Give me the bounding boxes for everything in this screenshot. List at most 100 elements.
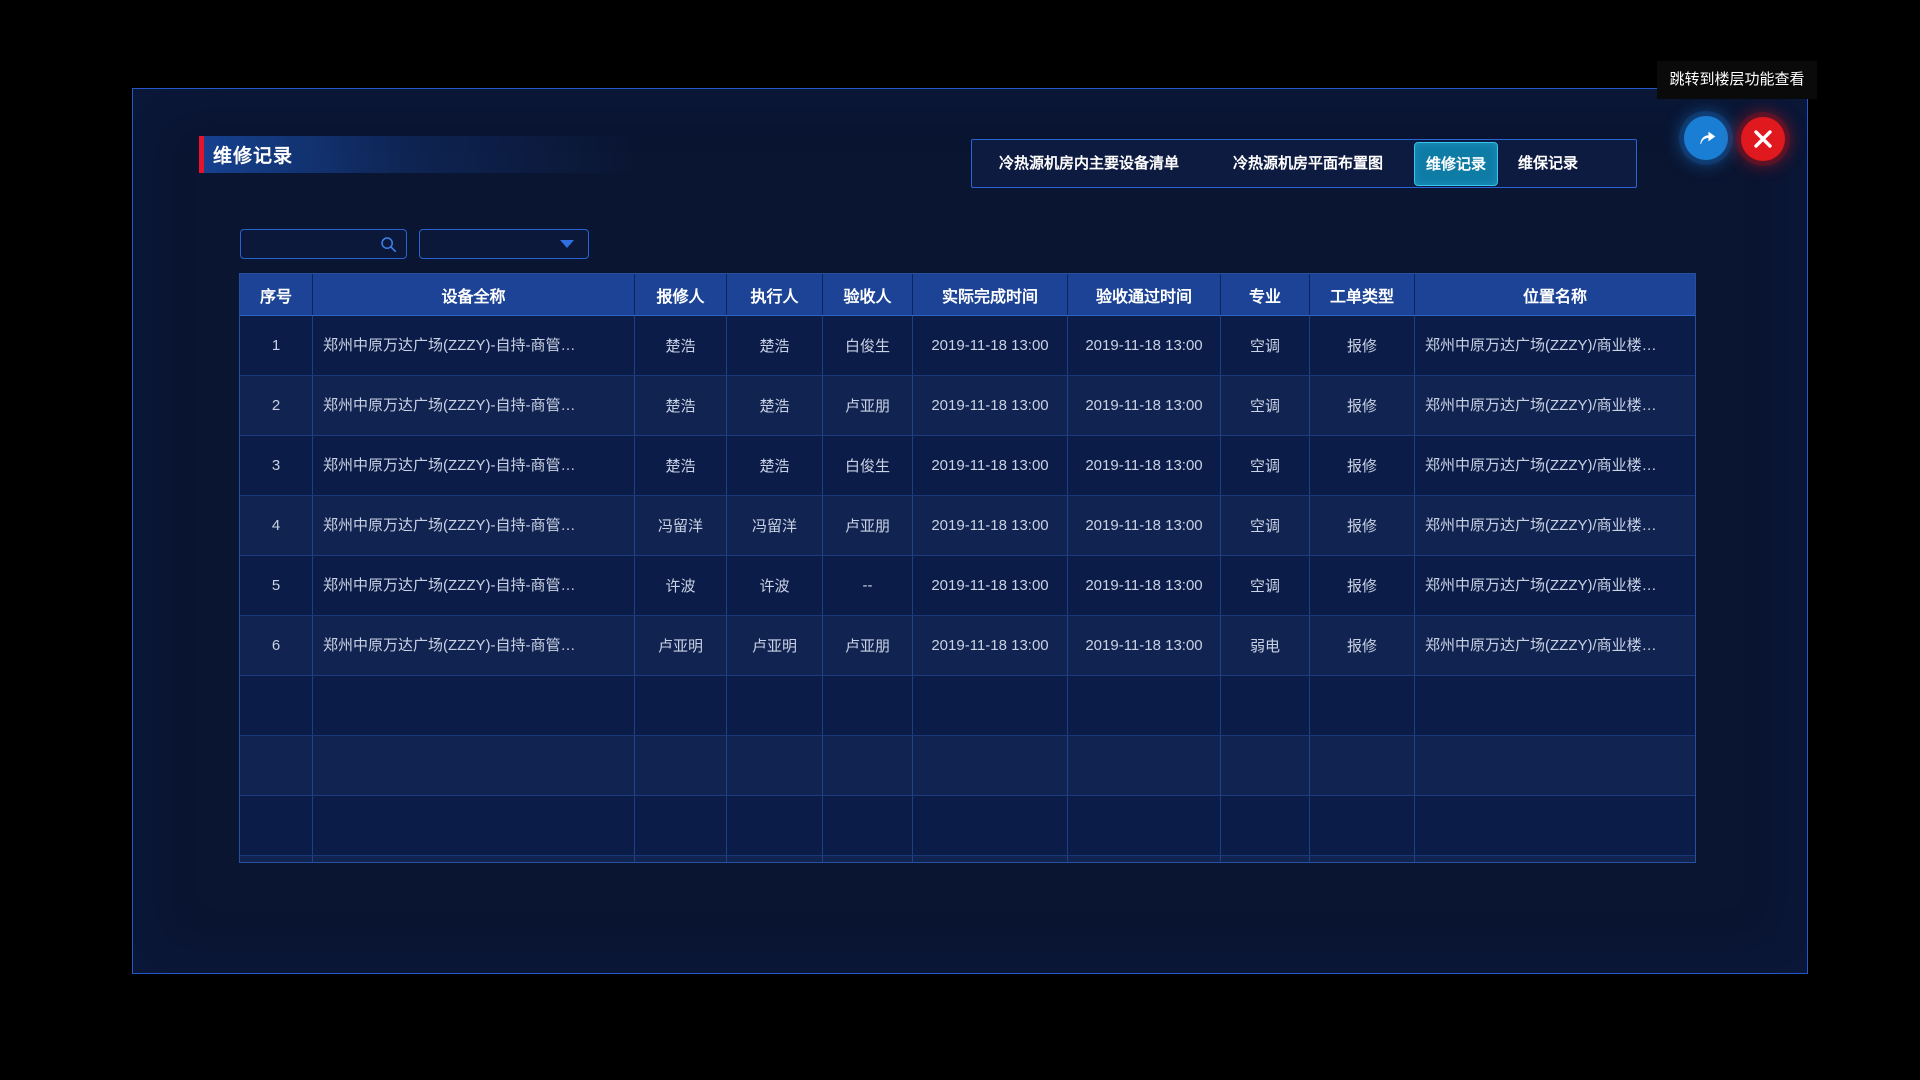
table-cell (1415, 796, 1695, 855)
maintenance-records-panel: 维修记录 冷热源机房内主要设备清单 冷热源机房平面布置图 维修记录 维保记录 (132, 88, 1808, 974)
table-cell (240, 856, 313, 862)
search-box (240, 229, 407, 259)
table-cell: 3 (240, 436, 313, 495)
table-cell (823, 856, 913, 862)
table-cell (1415, 736, 1695, 795)
tab-floor-plan[interactable]: 冷热源机房平面布置图 (1233, 154, 1384, 172)
empty-table-row (240, 676, 1695, 736)
table-row[interactable]: 3 郑州中原万达广场(ZZZY)-自持-商管… 楚浩 楚浩 白俊生 2019-11-18 … (240, 436, 1695, 496)
table-cell: 2019-11-18 13:00 (913, 316, 1068, 375)
table-cell: 空调 (1221, 316, 1310, 375)
share-icon (1700, 131, 1716, 145)
table-row[interactable]: 1 郑州中原万达广场(ZZZY)-自持-商管… 楚浩 楚浩 白俊生 2019-11-18 … (240, 316, 1695, 376)
tooltip-text: 跳转到楼层功能查看 (1669, 71, 1805, 88)
table-cell (913, 736, 1068, 795)
column-header: 工单类型 (1310, 274, 1415, 315)
table-cell: 许波 (635, 556, 727, 615)
empty-table-row (240, 736, 1695, 796)
table-cell (240, 676, 313, 735)
table-cell: 4 (240, 496, 313, 555)
table-cell (1221, 736, 1310, 795)
table-cell: 冯留洋 (727, 496, 823, 555)
table-cell: 郑州中原万达广场(ZZZY)/商业楼… (1425, 457, 1657, 474)
table-row[interactable]: 4 郑州中原万达广场(ZZZY)-自持-商管… 冯留洋 冯留洋 卢亚朋 2019-11-1… (240, 496, 1695, 556)
title-accent-bar (199, 136, 204, 173)
table-cell: 空调 (1221, 436, 1310, 495)
table-cell: 5 (240, 556, 313, 615)
column-header: 位置名称 (1522, 288, 1587, 306)
panel-title-bar: 维修记录 (199, 136, 659, 173)
table-cell: 卢亚朋 (823, 616, 913, 675)
filter-dropdown[interactable] (419, 229, 589, 259)
table-cell: 2 (240, 376, 313, 435)
table-cell: 6 (240, 616, 313, 675)
table-cell: 空调 (1221, 496, 1310, 555)
table-cell: 冯留洋 (635, 496, 727, 555)
table-cell (1221, 856, 1310, 862)
table-cell: 郑州中原万达广场(ZZZY)-自持-商管… (313, 376, 635, 435)
tab-maintenance-records[interactable]: 维保记录 (1518, 154, 1579, 172)
table-cell (913, 796, 1068, 855)
search-input[interactable] (241, 230, 380, 258)
table-cell: 报修 (1310, 496, 1415, 555)
table-cell (1310, 856, 1415, 862)
table-cell (1310, 676, 1415, 735)
table-cell: 1 (240, 316, 313, 375)
table-cell (313, 676, 635, 735)
table-cell (727, 796, 823, 855)
table-cell: 郑州中原万达广场(ZZZY)/商业楼… (1425, 397, 1657, 414)
table-cell: 郑州中原万达广场(ZZZY)/商业楼… (1425, 577, 1657, 594)
title-gradient: 维修记录 (204, 136, 659, 173)
column-header: 验收人 (823, 274, 913, 315)
table-cell: 2019-11-18 13:00 (913, 616, 1068, 675)
table-cell (727, 736, 823, 795)
table-cell: 楚浩 (635, 376, 727, 435)
page-title: 维修记录 (213, 146, 294, 167)
table-header-row: 序号 设备全称 报修人 执行人 验收人 实际完成时间 验收通过时间 专业 工单类型 位置名称 (240, 274, 1695, 316)
table-cell: 报修 (1310, 316, 1415, 375)
table-cell (635, 796, 727, 855)
column-header: 序号 (240, 274, 313, 315)
table-cell (1068, 736, 1221, 795)
tab-repair-records[interactable]: 维修记录 (1414, 141, 1499, 186)
close-button[interactable] (1741, 117, 1785, 161)
table-cell: 楚浩 (635, 436, 727, 495)
table-cell (823, 676, 913, 735)
table-cell (240, 736, 313, 795)
table-cell: 卢亚朋 (823, 376, 913, 435)
table-cell (1068, 796, 1221, 855)
table-cell (727, 676, 823, 735)
table-cell (313, 736, 635, 795)
table-row[interactable]: 2 郑州中原万达广场(ZZZY)-自持-商管… 楚浩 楚浩 卢亚朋 2019-11-18 … (240, 376, 1695, 436)
empty-table-row (240, 856, 1695, 862)
table-cell (1068, 676, 1221, 735)
column-header: 验收通过时间 (1068, 274, 1221, 315)
table-cell: 2019-11-18 13:00 (1068, 556, 1221, 615)
table-cell: 郑州中原万达广场(ZZZY)-自持-商管… (313, 436, 635, 495)
table-cell: 报修 (1310, 436, 1415, 495)
table-cell: 楚浩 (727, 376, 823, 435)
tooltip: 跳转到楼层功能查看 (1657, 61, 1817, 99)
table-cell: 2019-11-18 13:00 (1068, 376, 1221, 435)
tab-equipment-list[interactable]: 冷热源机房内主要设备清单 (999, 154, 1180, 172)
table-cell: 郑州中原万达广场(ZZZY)-自持-商管… (313, 616, 635, 675)
table-cell: 郑州中原万达广场(ZZZY)-自持-商管… (313, 316, 635, 375)
table-cell (635, 736, 727, 795)
table-cell (1415, 856, 1695, 862)
table-cell (1415, 676, 1695, 735)
empty-table-row (240, 796, 1695, 856)
table-cell (1310, 796, 1415, 855)
table-cell (313, 796, 635, 855)
table-cell: 弱电 (1221, 616, 1310, 675)
table-cell: 卢亚明 (727, 616, 823, 675)
table-row[interactable]: 5 郑州中原万达广场(ZZZY)-自持-商管… 许波 许波 -- 2019-11-18 1… (240, 556, 1695, 616)
table-row[interactable]: 6 郑州中原万达广场(ZZZY)-自持-商管… 卢亚明 卢亚明 卢亚朋 2019-11-1… (240, 616, 1695, 676)
table-cell (313, 856, 635, 862)
search-icon (381, 236, 397, 252)
table-cell (1310, 736, 1415, 795)
table-cell: 2019-11-18 13:00 (1068, 316, 1221, 375)
jump-to-floor-button[interactable] (1684, 116, 1728, 160)
table-cell: 卢亚朋 (823, 496, 913, 555)
table-cell: 2019-11-18 13:00 (913, 556, 1068, 615)
